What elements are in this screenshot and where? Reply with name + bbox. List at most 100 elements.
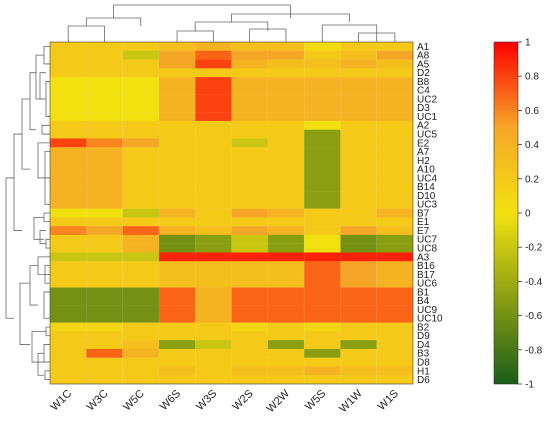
heatmap-cell (158, 173, 196, 183)
heatmap-cell (231, 50, 268, 60)
row-label: UC4 (417, 173, 437, 184)
heatmap-cell (195, 226, 232, 236)
heatmap-cell (267, 313, 305, 323)
heatmap-cell (231, 305, 268, 315)
heatmap-cell (195, 50, 232, 60)
heatmap-cell (376, 199, 414, 209)
heatmap-cell (304, 226, 341, 236)
row-label: UC1 (417, 112, 437, 123)
heatmap-cell (267, 156, 305, 165)
heatmap-cell (340, 129, 377, 139)
colorbar-tick-label: -0.4 (525, 277, 543, 288)
heatmap-cell (158, 164, 196, 174)
heatmap-cell (158, 182, 196, 192)
row-labels: A1A8A5D2B8C4UC2D3UC1A2UC5E2A7H2A10UC4B14… (417, 42, 443, 386)
heatmap-cell (340, 182, 377, 192)
heatmap-cell (340, 173, 377, 183)
heatmap-cell (340, 59, 377, 69)
heatmap-cell (122, 243, 160, 253)
row-label: D10 (417, 191, 436, 202)
heatmap-cell (267, 85, 305, 95)
heatmap-cell (86, 164, 123, 174)
dendrogram-link (35, 54, 44, 100)
heatmap-cell (158, 120, 196, 130)
row-label: UC5 (417, 129, 437, 140)
heatmap-cell (231, 261, 268, 271)
heatmap-cell (231, 357, 268, 367)
heatmap-cell (340, 322, 377, 332)
row-label: D3 (417, 103, 430, 114)
heatmap-cell (340, 156, 377, 165)
heatmap-cell (376, 182, 414, 192)
heatmap-cell (340, 199, 377, 209)
heatmap-cell (50, 191, 87, 201)
heatmap-cell (376, 375, 414, 385)
heatmap-cell (50, 313, 87, 323)
row-label: B8 (417, 77, 430, 88)
heatmap-cell (376, 208, 414, 218)
heatmap-cell (195, 42, 232, 51)
dendrogram-link (45, 81, 50, 117)
heatmap-cell (86, 243, 123, 253)
heatmap-cell (376, 42, 414, 51)
colorbar-tick-label: -0.2 (525, 243, 543, 254)
row-label: C4 (417, 86, 430, 97)
heatmap-cell (304, 243, 341, 253)
row-dendrogram (5, 45, 50, 381)
heatmap-cell (50, 366, 87, 376)
row-label: UC2 (417, 94, 437, 105)
heatmap-cell (267, 348, 305, 358)
heatmap-cell (50, 147, 87, 157)
heatmap-cell (158, 85, 196, 95)
heatmap-cell (50, 182, 87, 192)
row-label: UC10 (417, 314, 443, 325)
dendrogram-link (85, 17, 142, 26)
heatmap-cell (158, 305, 196, 315)
heatmap-cell (267, 147, 305, 157)
heatmap-cell (376, 313, 414, 323)
heatmap-cell (158, 296, 196, 306)
heatmap-cell (376, 270, 414, 279)
heatmap-cell (158, 217, 196, 227)
heatmap-cell (50, 85, 87, 95)
heatmap-cell (122, 252, 160, 262)
heatmap-cell (195, 270, 232, 279)
heatmap-cell (231, 217, 268, 227)
heatmap-cell (86, 208, 123, 218)
heatmap-cell (231, 112, 268, 122)
heatmap-cell (86, 182, 123, 192)
heatmap-cell (122, 182, 160, 192)
heatmap-cell (376, 322, 414, 332)
heatmap-cell (231, 252, 268, 262)
heatmap-cell (340, 305, 377, 315)
heatmap-cell (231, 375, 268, 385)
heatmap-cell (376, 234, 414, 244)
heatmap-cell (231, 156, 268, 165)
heatmap-cell (50, 77, 87, 87)
colorbar-tick-label: 0.4 (525, 140, 539, 151)
heatmap-cell (231, 322, 268, 332)
heatmap-cell (340, 138, 377, 148)
heatmap-cell (195, 59, 232, 69)
colorbar-tick-label: -1 (525, 380, 534, 391)
colorbar: -1 -0.8 -0.6 -0.4 -0.2 0 0.2 0.4 0.6 0.8 1 (493, 38, 543, 391)
heatmap-cell (267, 77, 305, 87)
heatmap-cell (86, 296, 123, 306)
heatmap-cell (267, 191, 305, 201)
heatmap-cell (158, 261, 196, 271)
row-label: D8 (417, 357, 430, 368)
heatmap-cell (195, 208, 232, 218)
heatmap-cell (304, 234, 341, 244)
heatmap-cell (122, 120, 160, 130)
heatmap-cell (195, 138, 232, 148)
heatmap-cell (340, 270, 377, 279)
heatmap-cell (50, 357, 87, 367)
heatmap-cell (376, 50, 414, 60)
colorbar-tick-label: 0.6 (525, 106, 539, 117)
heatmap-cell (231, 199, 268, 209)
heatmap-cell (50, 287, 87, 297)
heatmap-cell (231, 340, 268, 350)
heatmap-cell (195, 173, 232, 183)
heatmap-cell (304, 129, 341, 139)
heatmap-cell (195, 296, 232, 306)
